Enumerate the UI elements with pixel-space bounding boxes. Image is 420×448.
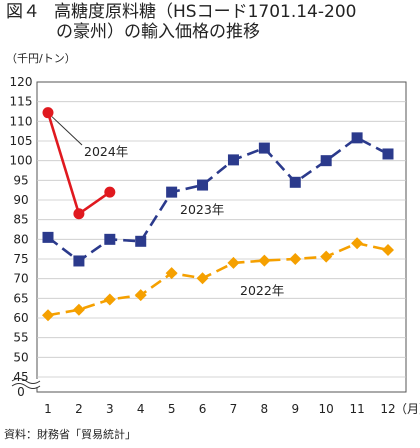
data-point-square (166, 186, 178, 198)
x-tick-label: 7 (230, 402, 238, 416)
y-tick-label: 110 (10, 114, 33, 128)
y-tick-label: 120 (10, 75, 33, 89)
y-tick-label: 95 (13, 173, 28, 187)
y-tick-label: 60 (13, 311, 28, 325)
y-tick-label: 45 (13, 370, 28, 384)
x-tick-label: 4 (137, 402, 145, 416)
y-tick-label: 90 (13, 193, 28, 207)
y-tick-label: 70 (13, 272, 28, 286)
y-tick-label: 50 (13, 350, 28, 364)
data-point-square (289, 176, 301, 188)
title-line-2: の豪州）の輸入価格の推移 (56, 22, 260, 42)
data-point-diamond (42, 309, 54, 322)
x-axis-unit-label: （月） (395, 402, 420, 416)
data-point-circle (104, 186, 116, 198)
axis-break-wave (11, 383, 41, 389)
data-point-diamond (227, 256, 240, 269)
data-point-square (42, 231, 54, 243)
y-tick-label: 105 (10, 134, 33, 148)
data-point-square (73, 255, 85, 267)
data-point-square (382, 148, 394, 160)
title-line-1: 高糖度原料糖（HSコード1701.14-200 (54, 2, 357, 22)
leader-line (51, 116, 83, 146)
data-point-square (320, 155, 332, 167)
x-tick-label: 6 (199, 402, 207, 416)
data-point-diamond (320, 250, 333, 263)
axis-break-gap (12, 379, 42, 387)
y-tick-label: 55 (13, 331, 28, 345)
series-label-2023: 2023年 (180, 202, 224, 217)
data-point-diamond (196, 272, 209, 285)
data-point-square (104, 233, 116, 245)
data-point-circle (42, 107, 54, 119)
x-tick-label: 8 (261, 402, 269, 416)
figure-number: 図４ (6, 2, 40, 22)
series-line (46, 112, 111, 216)
data-point-diamond (72, 303, 85, 316)
x-tick-label: 5 (168, 402, 176, 416)
data-point-square (135, 235, 147, 247)
data-point-diamond (382, 243, 394, 256)
data-point-diamond (165, 267, 178, 280)
y-tick-label: 80 (13, 232, 28, 246)
data-point-circle (73, 208, 85, 220)
y-axis-unit-label: （千円/トン） (6, 52, 76, 65)
y-tick-label: 65 (13, 291, 28, 305)
axis-break-wave (11, 378, 41, 384)
data-point-diamond (103, 293, 116, 306)
y-tick-label: 0 (17, 385, 25, 399)
series-label-2024: 2024年 (84, 144, 128, 159)
data-point-diamond (134, 289, 147, 302)
x-tick-label: 11 (349, 402, 364, 416)
x-tick-label: 2 (75, 402, 83, 416)
y-tick-label: 75 (13, 252, 28, 266)
x-tick-label: 10 (319, 402, 334, 416)
x-tick-label: 3 (106, 402, 114, 416)
data-point-square (258, 142, 270, 154)
y-tick-label: 115 (10, 95, 33, 109)
y-tick-label: 100 (10, 154, 33, 168)
chart-title: 図４ 高糖度原料糖（HSコード1701.14-200 の豪州）の輸入価格の推移 (6, 2, 418, 42)
x-tick-label: 9 (291, 402, 299, 416)
x-tick-label: 12 (380, 402, 395, 416)
data-point-diamond (258, 254, 271, 267)
plot-border (36, 81, 407, 393)
series-line (47, 241, 389, 317)
x-tick-label: 1 (44, 402, 52, 416)
y-tick-label: 85 (13, 213, 28, 227)
data-point-diamond (289, 253, 302, 265)
data-point-square (351, 132, 363, 144)
series-label-2022: 2022年 (240, 283, 284, 298)
source-note: 資料：財務省「貿易統計」 (4, 428, 136, 441)
data-point-square (197, 179, 209, 191)
data-point-square (227, 154, 239, 166)
data-point-diamond (351, 237, 364, 250)
